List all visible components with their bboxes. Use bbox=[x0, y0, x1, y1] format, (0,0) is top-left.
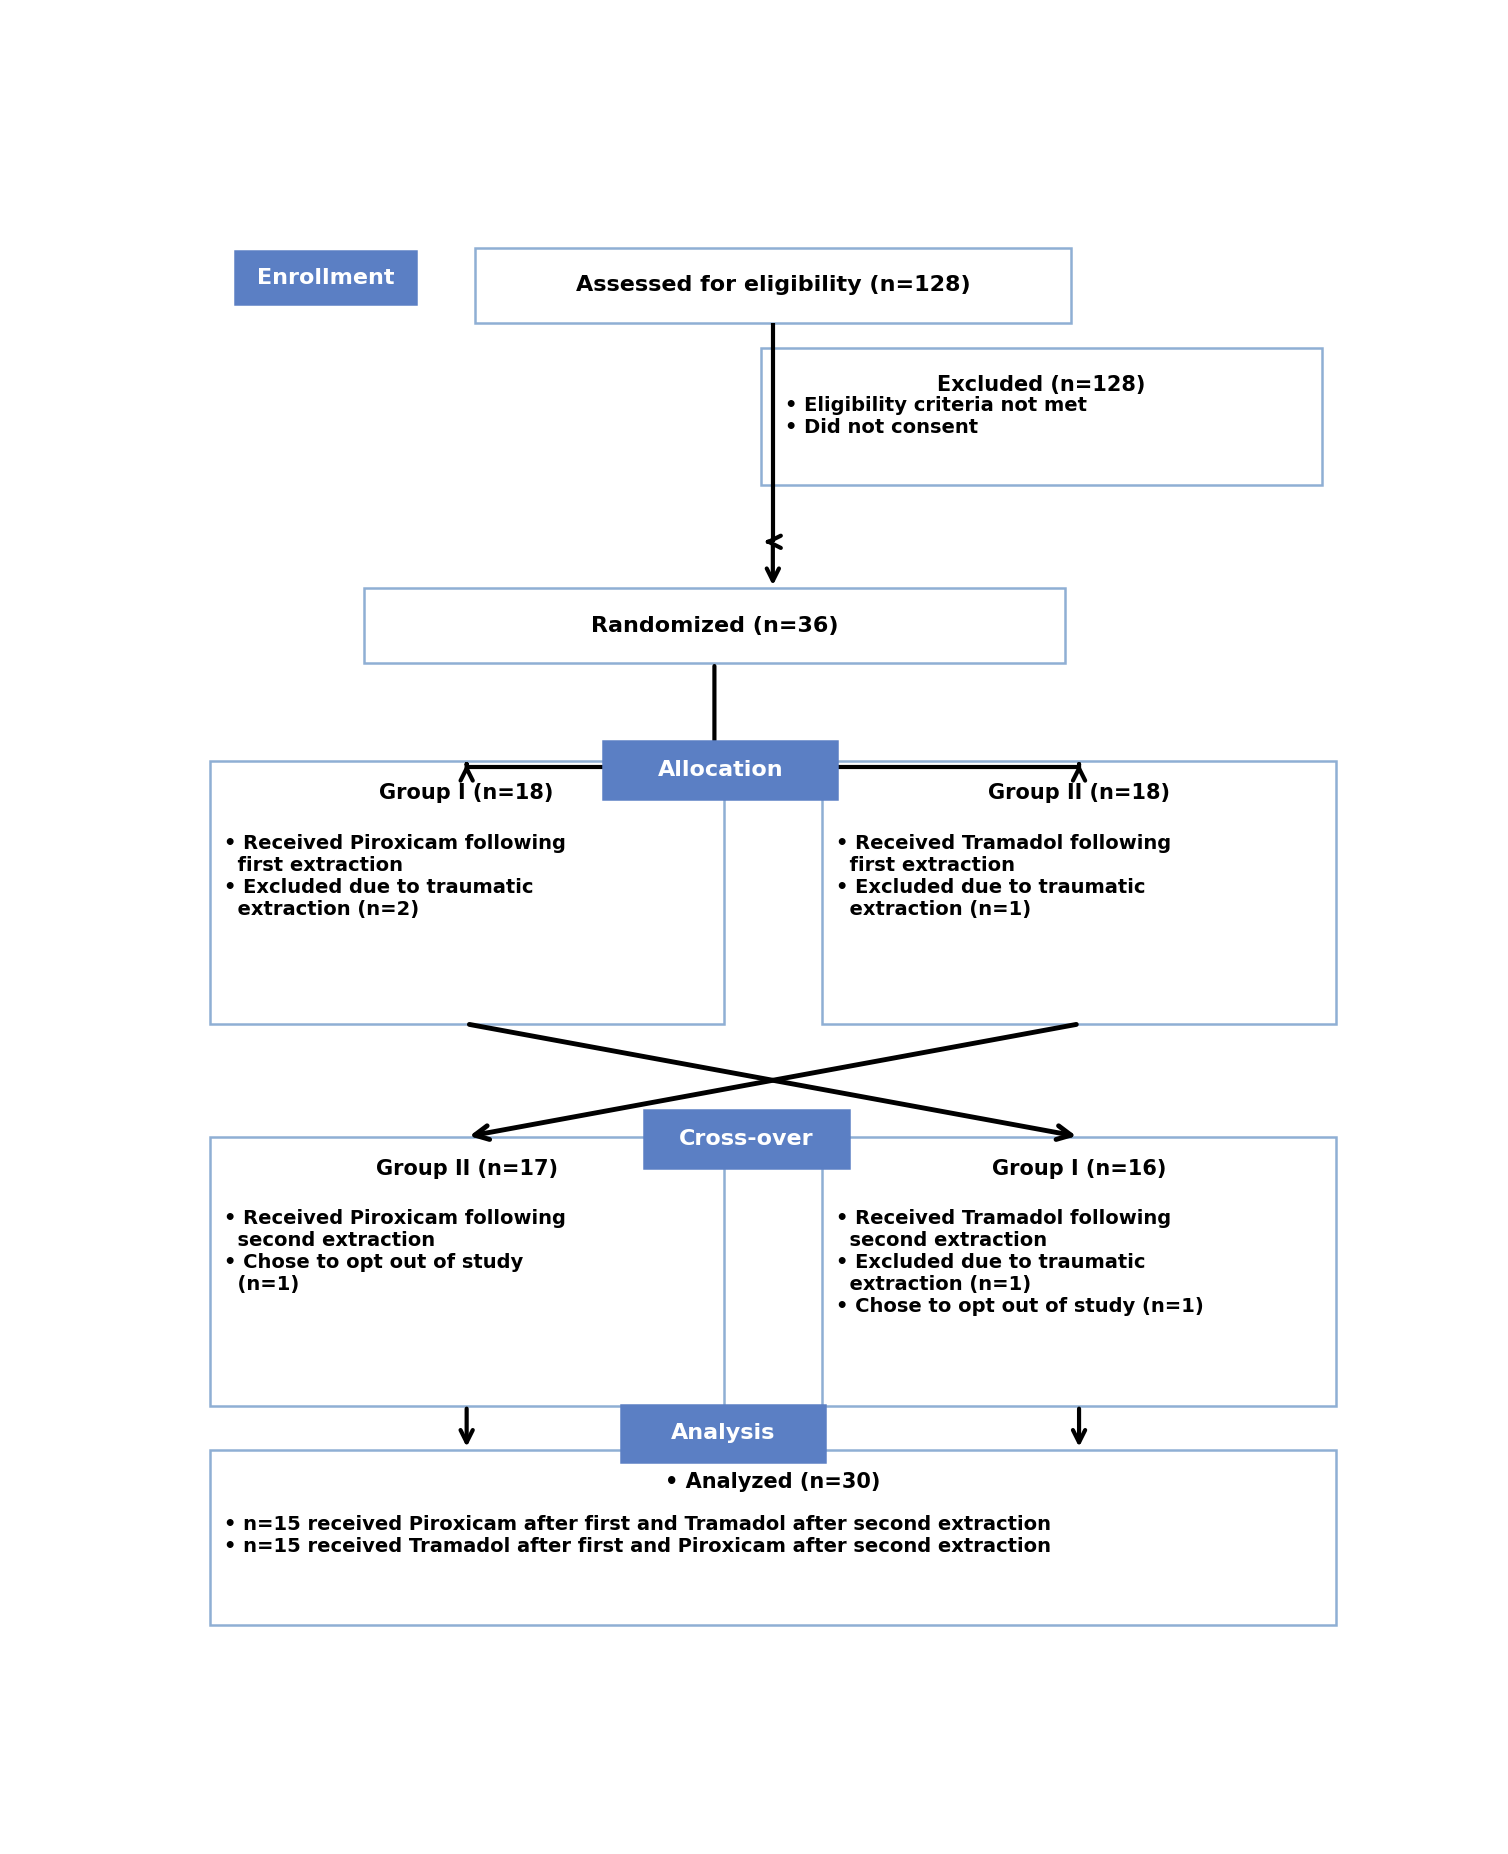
FancyBboxPatch shape bbox=[210, 760, 724, 1023]
Text: • Received Tramadol following
  first extraction
• Excluded due to traumatic
  e: • Received Tramadol following first extr… bbox=[835, 834, 1172, 918]
Text: Group II (n=18): Group II (n=18) bbox=[988, 784, 1170, 803]
Text: Cross-over: Cross-over bbox=[679, 1129, 814, 1149]
Text: • Received Tramadol following
  second extraction
• Excluded due to traumatic
  : • Received Tramadol following second ext… bbox=[835, 1209, 1203, 1316]
FancyBboxPatch shape bbox=[363, 588, 1065, 664]
FancyBboxPatch shape bbox=[621, 1405, 825, 1463]
FancyBboxPatch shape bbox=[475, 248, 1071, 323]
Text: • Received Piroxicam following
  first extraction
• Excluded due to traumatic
  : • Received Piroxicam following first ext… bbox=[223, 834, 566, 918]
Text: Group I (n=16): Group I (n=16) bbox=[992, 1159, 1166, 1179]
Text: • n=15 received Piroxicam after first and Tramadol after second extraction
• n=1: • n=15 received Piroxicam after first an… bbox=[223, 1515, 1051, 1556]
Text: Enrollment: Enrollment bbox=[256, 267, 395, 287]
FancyBboxPatch shape bbox=[603, 742, 837, 799]
Text: Group II (n=17): Group II (n=17) bbox=[375, 1159, 558, 1179]
Text: • Received Piroxicam following
  second extraction
• Chose to opt out of study
 : • Received Piroxicam following second ex… bbox=[223, 1209, 566, 1294]
Text: Excluded (n=128): Excluded (n=128) bbox=[938, 375, 1146, 395]
FancyBboxPatch shape bbox=[762, 349, 1323, 486]
FancyBboxPatch shape bbox=[822, 1137, 1336, 1405]
FancyBboxPatch shape bbox=[210, 1137, 724, 1405]
Text: Analysis: Analysis bbox=[671, 1424, 775, 1444]
Text: Allocation: Allocation bbox=[657, 760, 783, 781]
Text: • Eligibility criteria not met
• Did not consent: • Eligibility criteria not met • Did not… bbox=[784, 397, 1087, 438]
FancyBboxPatch shape bbox=[210, 1450, 1336, 1624]
FancyBboxPatch shape bbox=[235, 252, 416, 304]
FancyBboxPatch shape bbox=[644, 1111, 849, 1168]
FancyBboxPatch shape bbox=[822, 760, 1336, 1023]
Text: Randomized (n=36): Randomized (n=36) bbox=[591, 616, 838, 636]
Text: Group I (n=18): Group I (n=18) bbox=[380, 784, 553, 803]
Text: • Analyzed (n=30): • Analyzed (n=30) bbox=[665, 1472, 881, 1492]
Text: Assessed for eligibility (n=128): Assessed for eligibility (n=128) bbox=[576, 274, 970, 295]
